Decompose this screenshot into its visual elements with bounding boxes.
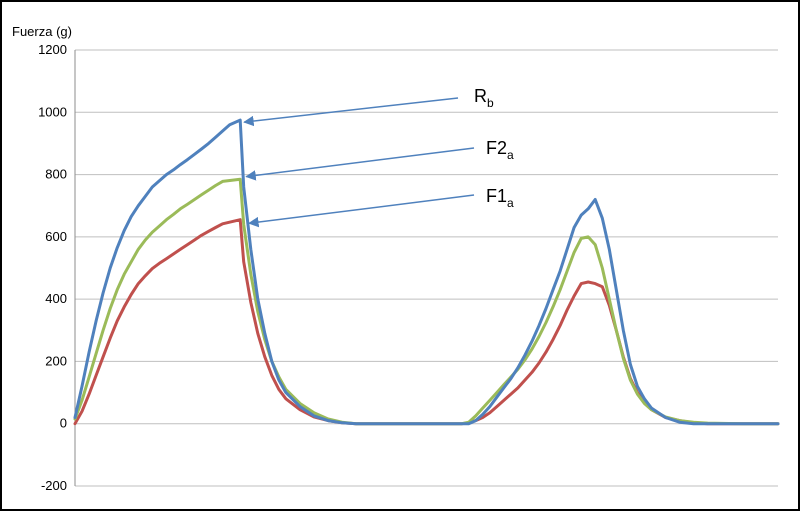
y-tick-label: 1200 [38,42,67,57]
annotation-label-f2a: F2a [486,138,514,162]
series-line-f1a [73,218,780,426]
y-tick-labels: -200 0 200 400 600 800 1000 1200 [38,42,67,493]
y-tick-label: 200 [45,353,67,368]
annotation-label-rb: Rb [474,86,494,110]
y-tick-label: 400 [45,291,67,306]
y-tick-label: 1000 [38,104,67,119]
annotation-label-f1a: F1a [486,186,514,210]
annotation-arrow-f2a [245,147,475,181]
y-tick-label: 800 [45,167,67,182]
gridlines [74,49,778,487]
series-lines [73,118,780,426]
series-line-rb [73,118,780,426]
annotation-arrow-f1a [248,194,475,228]
series-line-f2a [73,177,780,426]
annotations: Rb F2a F1a [243,86,514,228]
y-tick-label: 0 [60,416,67,431]
y-axis-title: Fuerza (g) [12,24,72,39]
y-tick-label: 600 [45,229,67,244]
y-tick-label: -200 [41,478,67,493]
annotation-arrow-rb [243,97,459,127]
